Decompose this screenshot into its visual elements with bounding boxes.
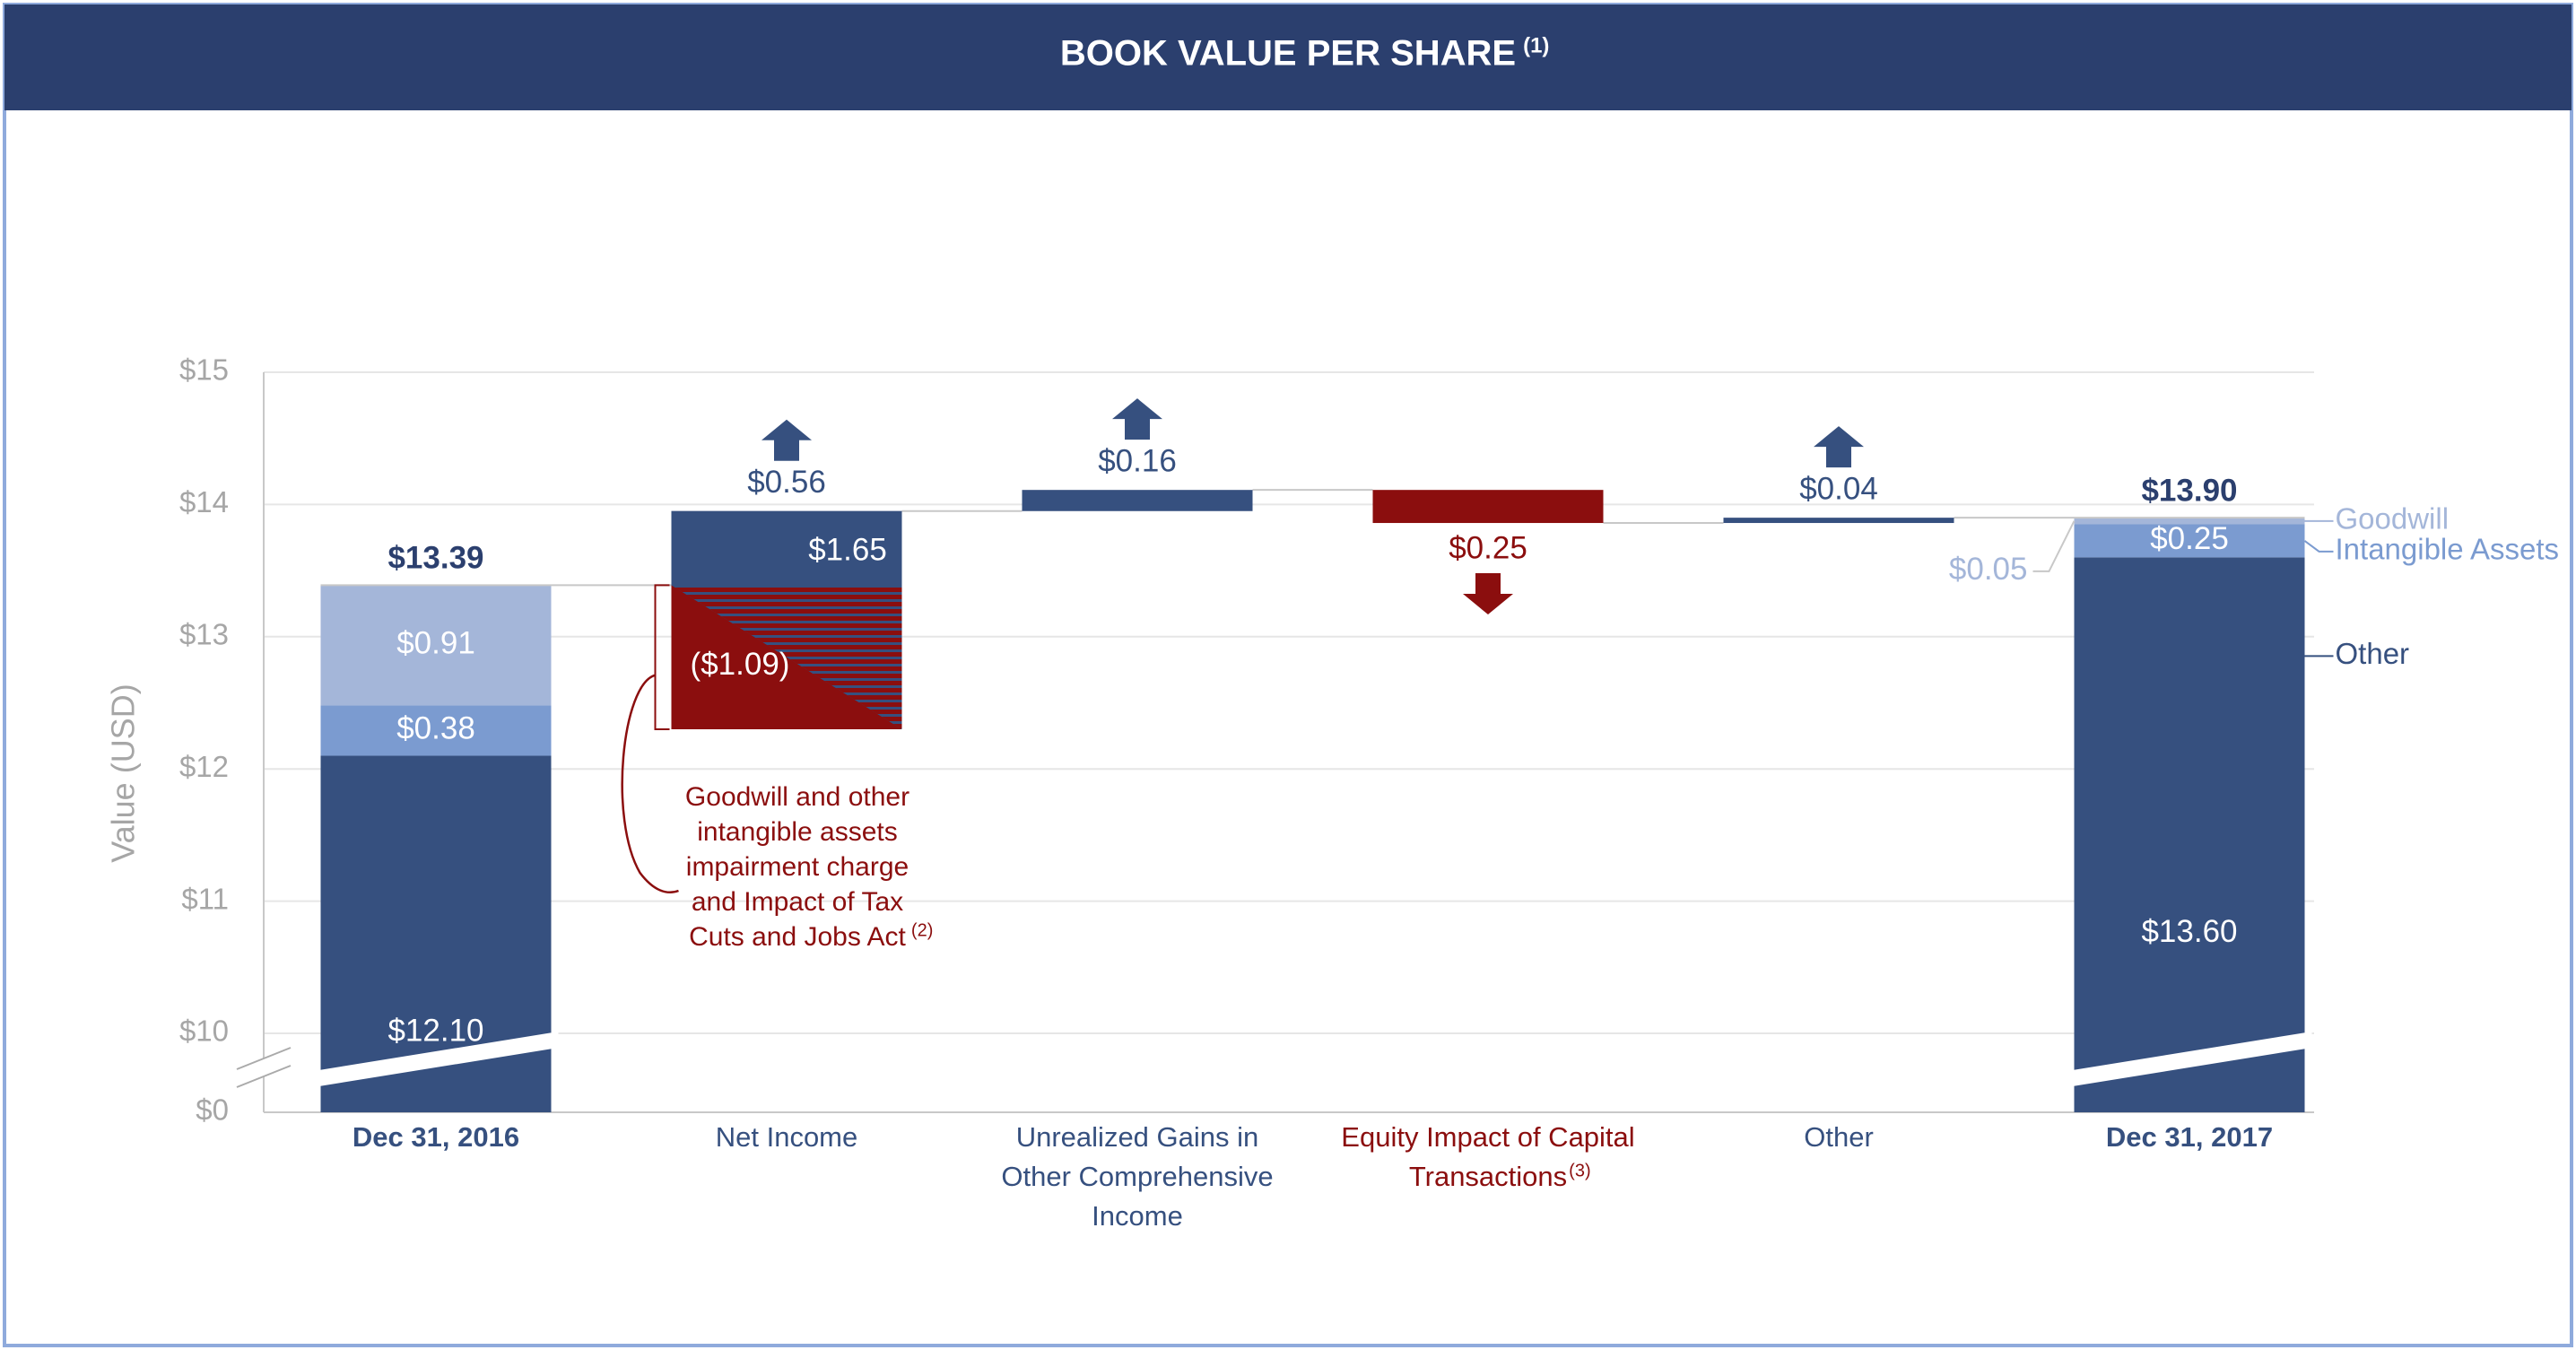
- stack-segment: [2074, 524, 2305, 558]
- segment-label: $0.91: [396, 626, 475, 661]
- text-line: impairment charge: [686, 852, 909, 882]
- axis-break-line: [236, 1047, 292, 1070]
- text-line: Dec 31, 2017: [2106, 1121, 2273, 1153]
- x-tick-label: Equity Impact of Capital Transactions: [1341, 1121, 1634, 1192]
- brace: [621, 674, 679, 894]
- x-tick-label: Unrealized Gains in Other Comprehensive In…: [1001, 1121, 1273, 1232]
- text-line: Goodwill and other: [685, 782, 909, 812]
- change-bar: [1372, 490, 1604, 524]
- x-tick-label: Net Income: [716, 1121, 858, 1153]
- direction-arrow: [1814, 426, 1864, 468]
- total-label: $13.39: [387, 541, 483, 576]
- x-tick-label: Dec 31, 2017: [2106, 1121, 2273, 1153]
- y-tick-label: $10: [179, 1015, 229, 1048]
- legend-label: Goodwill: [2336, 502, 2450, 536]
- legend-leader: [2303, 540, 2334, 553]
- segment-label: $0.38: [396, 711, 475, 746]
- charge-hatch: [671, 585, 902, 729]
- bar-break: [313, 1032, 559, 1087]
- header-bar: [4, 4, 2572, 110]
- direction-arrow: [761, 419, 812, 461]
- y-tick-label: $13: [179, 618, 229, 651]
- stack-segment: [2074, 518, 2305, 525]
- change-label: $0.16: [1098, 443, 1177, 478]
- charge-label: ($1.09): [691, 647, 790, 682]
- text-line: Cuts and Jobs Act: [689, 922, 906, 952]
- stack-segment: [320, 705, 552, 756]
- segment-label: $12.10: [387, 1013, 483, 1048]
- direction-arrow: [1463, 573, 1513, 615]
- change-label: $0.04: [1799, 471, 1878, 506]
- text-line: Net Income: [716, 1121, 858, 1153]
- total-label: $13.90: [2141, 473, 2237, 508]
- stack-segment: [2074, 557, 2305, 1112]
- text-line: Other Comprehensive: [1001, 1161, 1273, 1192]
- bar-break: [2067, 1032, 2312, 1087]
- annotation: Goodwill and other intangible assets impai…: [685, 782, 909, 952]
- legend-label: Other: [2336, 637, 2410, 670]
- y-tick-label: $0: [196, 1093, 229, 1127]
- legend-label: Intangible Assets: [2336, 533, 2560, 566]
- text-line: Equity Impact of Capital: [1341, 1121, 1634, 1153]
- axis-break: [237, 1048, 291, 1087]
- text-line: intangible assets: [697, 817, 897, 847]
- change-bar: [1723, 518, 1954, 524]
- category-note: (3): [1569, 1161, 1590, 1180]
- text-line: and Impact of Tax: [692, 887, 903, 917]
- text-line: Income: [1092, 1200, 1183, 1232]
- x-tick-label: Other: [1804, 1121, 1874, 1153]
- leader-line: [2032, 520, 2076, 572]
- change-bar: [1022, 490, 1253, 511]
- segment-label: $0.25: [2150, 521, 2229, 556]
- y-tick-label: $12: [179, 750, 229, 783]
- change-label: $0.25: [1449, 530, 1527, 565]
- y-tick-label: $14: [179, 485, 229, 518]
- chart-title: BOOK VALUE PER SHARE: [1060, 34, 1516, 74]
- gain-label: $1.65: [808, 532, 887, 567]
- charge-area: [671, 585, 902, 729]
- stack-segment: [320, 585, 552, 706]
- text-line: Other: [1804, 1121, 1874, 1153]
- x-tick-label: Dec 31, 2016: [352, 1121, 519, 1153]
- net-change: [671, 510, 902, 586]
- title-note: (1): [1523, 33, 1549, 57]
- annotation-note: (2): [911, 920, 933, 940]
- text-line: Unrealized Gains in: [1016, 1121, 1259, 1153]
- y-axis-label: Value (USD): [105, 684, 142, 862]
- bracket: [654, 584, 670, 730]
- charge-solid: [671, 585, 902, 729]
- text-line: Transactions: [1409, 1161, 1567, 1192]
- y-tick-label: $11: [181, 882, 229, 915]
- direction-arrow: [1112, 398, 1162, 440]
- axis-break-line: [236, 1065, 292, 1088]
- segment-label: $13.60: [2141, 914, 2237, 949]
- y-tick-label: $15: [179, 353, 229, 387]
- segment-label: $0.05: [1949, 552, 2028, 587]
- text-line: Dec 31, 2016: [352, 1121, 519, 1153]
- change-label: $0.56: [747, 465, 826, 500]
